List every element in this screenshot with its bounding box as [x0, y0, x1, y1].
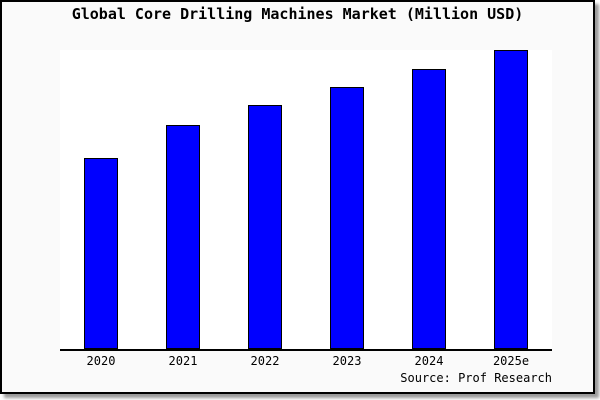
x-tick-label-2022: 2022 — [250, 354, 280, 368]
x-tick-label-2025e: 2025e — [492, 354, 530, 368]
bar-2021 — [166, 124, 200, 349]
x-tick-label-2023: 2023 — [332, 354, 362, 368]
x-tick-label-2021: 2021 — [168, 354, 198, 368]
plot-area — [60, 50, 552, 351]
bar-2022 — [248, 105, 282, 349]
bar-2023 — [330, 87, 364, 349]
bar-2024 — [412, 69, 446, 349]
source-text: Source: Prof Research — [400, 371, 552, 385]
x-tick-label-2020: 2020 — [86, 354, 116, 368]
bar-2025e — [493, 50, 528, 349]
x-axis-labels: 2020 2021 2022 2023 2024 2025e — [60, 354, 552, 370]
chart-title: Global Core Drilling Machines Market (Mi… — [71, 5, 524, 23]
bar-2020 — [83, 157, 118, 349]
x-tick-label-2024: 2024 — [414, 354, 444, 368]
